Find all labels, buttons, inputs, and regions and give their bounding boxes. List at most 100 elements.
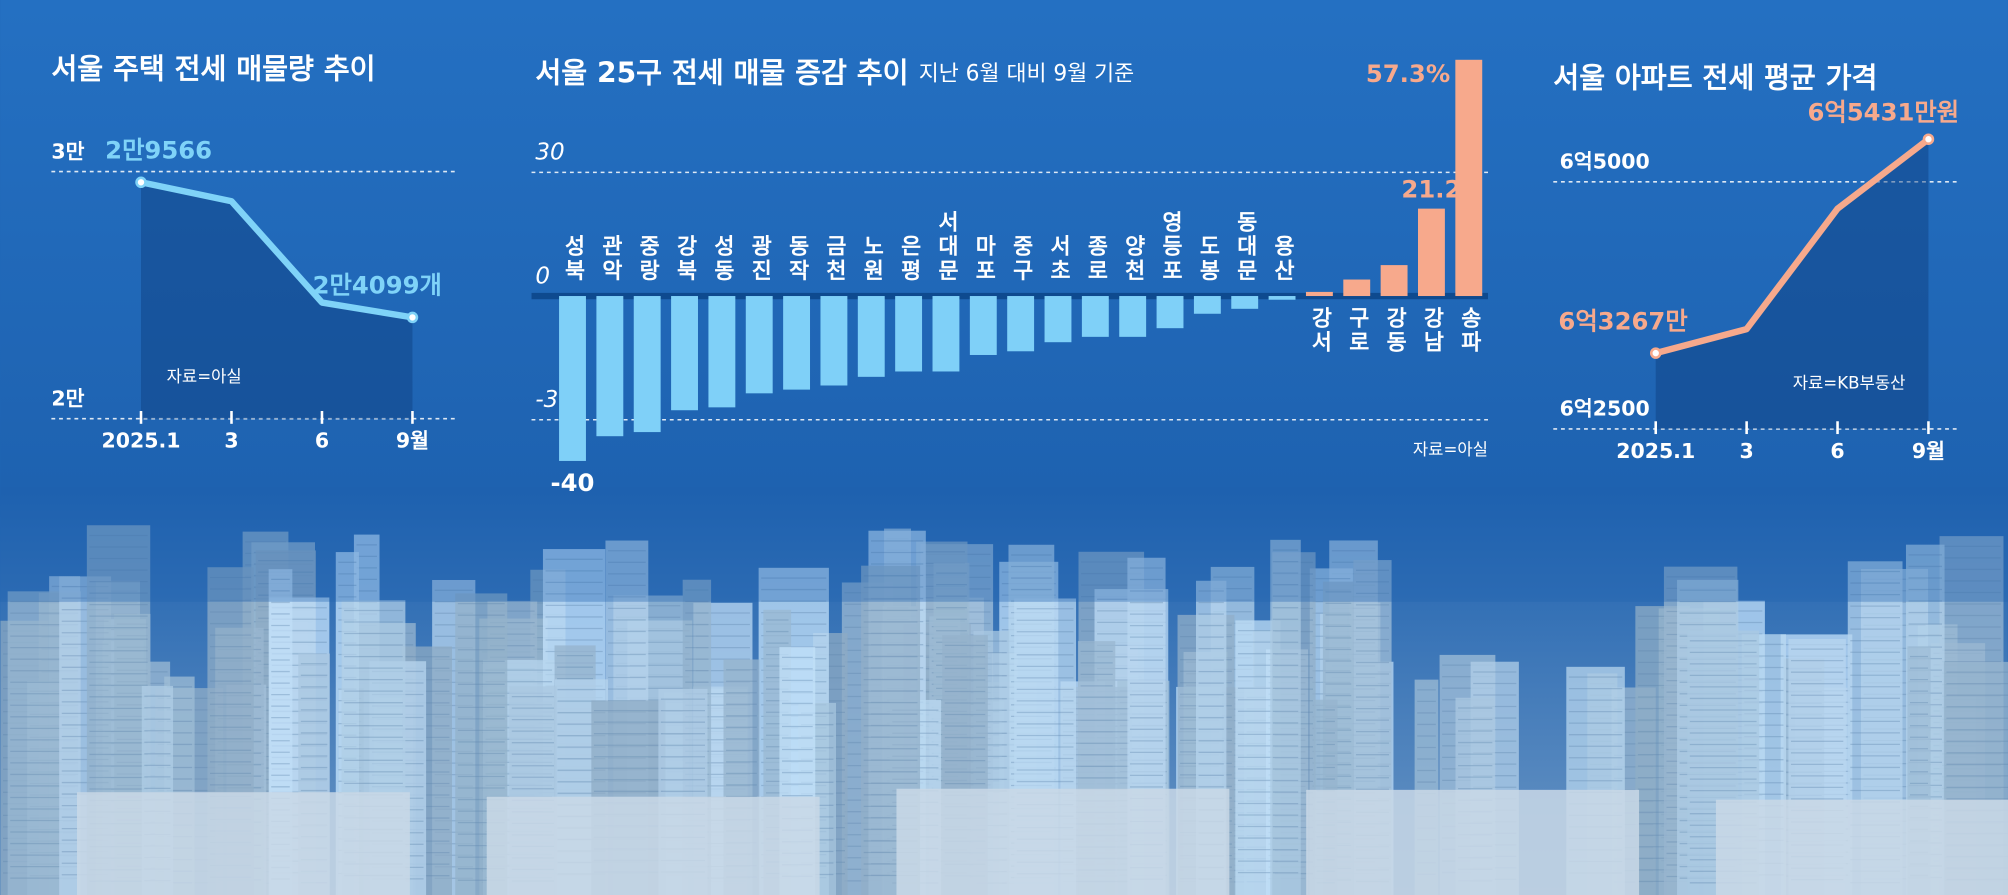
bar <box>1119 296 1147 337</box>
category-label: 도봉 <box>1195 235 1220 284</box>
category-label: 노원 <box>859 235 884 284</box>
x-tick-label: 6 <box>315 429 329 453</box>
cityscape-photo <box>0 486 2008 895</box>
photo-fade <box>0 486 2008 602</box>
bar <box>857 296 885 377</box>
bar <box>708 296 736 408</box>
y-tick-label: 3만 <box>51 139 84 163</box>
category-label: 마포 <box>971 235 996 284</box>
title-text: 서울 주택 전세 매물량 추이 <box>51 52 375 85</box>
x-tick-label: 3 <box>1740 439 1754 463</box>
category-label: 동대문 <box>1233 210 1258 283</box>
charts: 서울 주택 전세 매물량 추이 3만 2만 2025.1 3 6 9월 2만9566 2만409… <box>51 52 1959 497</box>
category-label: 은평 <box>897 235 922 284</box>
category-label: 성동 <box>710 235 735 284</box>
x-tick-label: 3 <box>224 429 238 453</box>
bar <box>969 296 997 355</box>
low-building <box>486 796 820 895</box>
bar <box>633 296 661 433</box>
value-label: 6억3267만 <box>1558 306 1687 335</box>
y-tick-label: 0 <box>535 263 550 289</box>
category-label: 성북 <box>561 235 586 284</box>
x-tick-label: 2025.1 <box>1616 439 1695 463</box>
value-label: 57.3% <box>1366 59 1450 88</box>
y-tick-label: 30 <box>535 140 564 166</box>
bar <box>745 296 773 394</box>
category-label: 관악 <box>598 235 623 284</box>
point <box>135 176 147 189</box>
chart-title: 서울 25구 전세 매물 증감 추이 지난 6월 대비 9월 기준 <box>535 56 1134 89</box>
source: 자료=KB부동산 <box>1793 374 1906 393</box>
value-label: 2만4099개 <box>313 271 442 300</box>
chart-title: 서울 주택 전세 매물량 추이 <box>51 52 375 85</box>
value-label: -40 <box>551 468 595 497</box>
category-label: 중랑 <box>635 235 660 284</box>
bar <box>1268 296 1296 300</box>
title-text: 서울 25구 전세 매물 증감 추이 <box>535 56 908 89</box>
category-label: 강남 <box>1419 306 1444 355</box>
line <box>1654 136 1931 357</box>
category-label: 금천 <box>822 235 847 284</box>
x-tick-label: 9월 <box>1912 439 1945 463</box>
bar <box>895 296 923 372</box>
value-label: 6억5431만원 <box>1807 98 1959 127</box>
bar <box>932 296 960 372</box>
value-label: 21.2 <box>1401 175 1461 204</box>
value-label: 2만9566 <box>105 136 212 165</box>
category-label: 광진 <box>747 235 772 284</box>
category-label: 중구 <box>1009 235 1034 284</box>
bar <box>1044 296 1072 343</box>
y-tick-label: 6억2500 <box>1560 397 1650 421</box>
chart-title: 서울 아파트 전세 평균 가격 <box>1553 61 1877 94</box>
category-label: 송파 <box>1457 306 1482 355</box>
bar <box>671 296 698 411</box>
bar <box>596 296 624 437</box>
category-label: 구로 <box>1345 306 1370 355</box>
bar <box>1007 296 1035 352</box>
low-building <box>1715 799 2008 895</box>
x-tick-label: 2025.1 <box>102 429 181 453</box>
subtitle: 지난 6월 대비 9월 기준 <box>919 61 1134 86</box>
category-label: 강서 <box>1307 306 1332 355</box>
category-label: 용산 <box>1270 235 1295 284</box>
y-tick-label: 6억5000 <box>1560 150 1650 174</box>
category-label: 종로 <box>1083 235 1108 284</box>
bar <box>1380 265 1408 297</box>
source: 자료=아실 <box>167 367 242 386</box>
bar <box>783 296 811 390</box>
y-tick-label: 2만 <box>51 386 84 410</box>
bar <box>1305 291 1333 297</box>
category-label: 양천 <box>1121 235 1146 284</box>
bar <box>1231 296 1259 309</box>
bar <box>1417 208 1445 297</box>
low-building <box>1306 789 1640 895</box>
x-tick-label: 9월 <box>396 429 429 453</box>
source: 자료=아실 <box>1413 440 1488 459</box>
line <box>140 179 413 321</box>
area-fill <box>141 182 413 419</box>
category-label: 서대문 <box>934 210 959 283</box>
category-label: 강북 <box>673 235 698 284</box>
low-building <box>896 788 1230 895</box>
point <box>1922 133 1935 145</box>
area-fill <box>1655 139 1929 429</box>
bar <box>1193 296 1221 314</box>
category-label: 강동 <box>1382 306 1407 355</box>
bar <box>1343 279 1371 297</box>
category-label: 영등포 <box>1158 210 1183 283</box>
point <box>406 311 419 324</box>
low-building <box>76 792 410 895</box>
x-tick-label: 6 <box>1830 439 1844 463</box>
bar <box>1455 59 1483 297</box>
bar <box>1081 296 1109 337</box>
bar <box>1156 296 1184 329</box>
bar <box>820 296 848 386</box>
title-text: 서울 아파트 전세 평균 가격 <box>1553 61 1877 94</box>
point <box>1649 347 1662 359</box>
building <box>1270 539 1301 895</box>
category-label: 서초 <box>1046 235 1071 284</box>
bar <box>559 296 586 461</box>
category-label: 동작 <box>785 235 810 284</box>
